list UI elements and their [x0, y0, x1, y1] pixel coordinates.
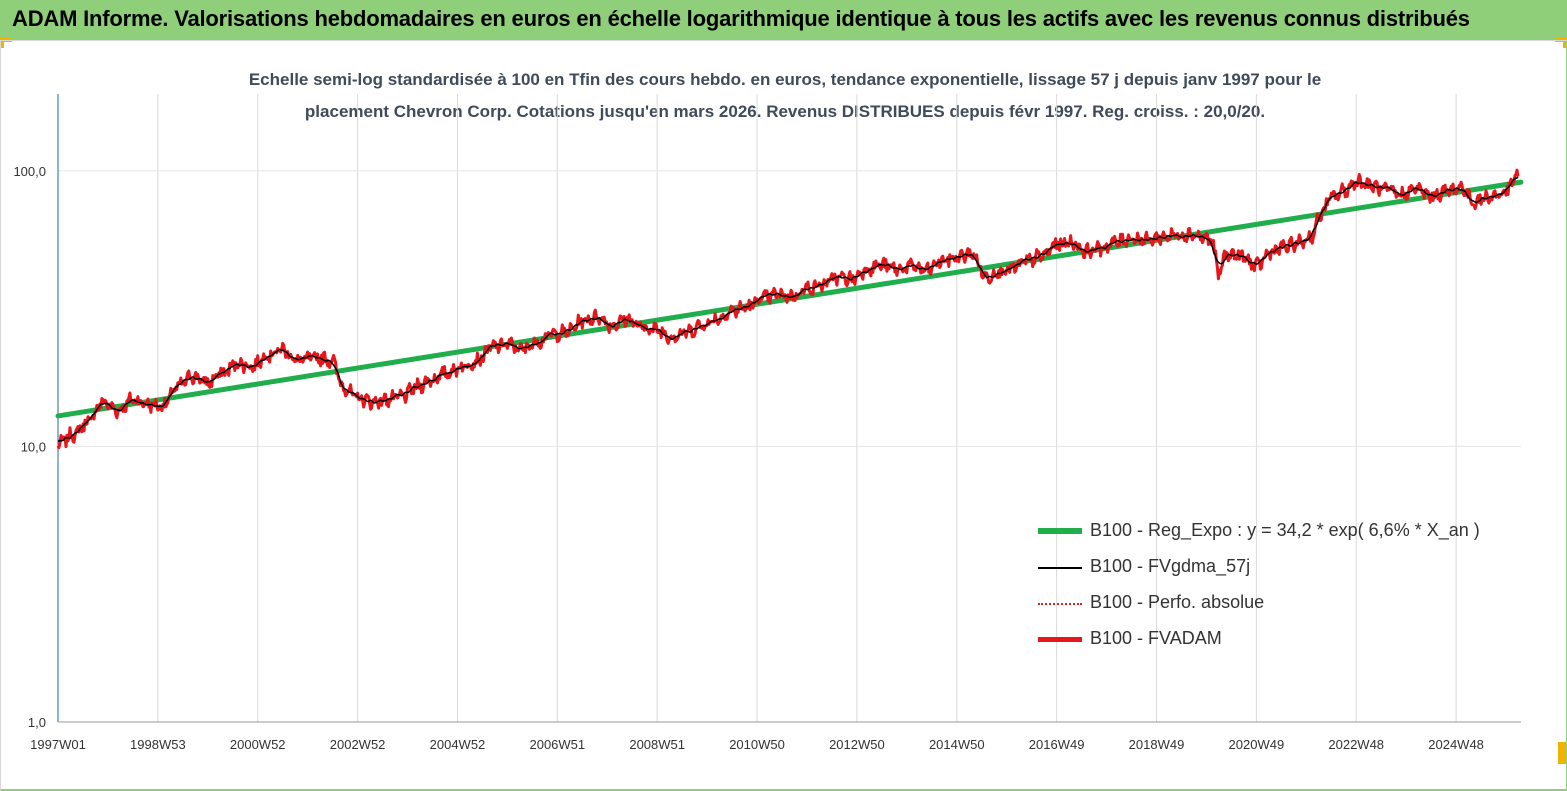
- legend-label-fvadam: B100 - FVADAM: [1090, 628, 1222, 648]
- x-tick-label: 2010W50: [729, 737, 785, 752]
- series-line-fvadam: [56, 168, 1520, 450]
- title-banner: ADAM Informe. Valorisations hebdomadaire…: [0, 0, 1567, 41]
- x-tick-label: 2008W51: [629, 737, 685, 752]
- x-tick-label: 2004W52: [430, 737, 486, 752]
- x-tick-label: 1997W01: [30, 737, 86, 752]
- x-tick-label: 2000W52: [230, 737, 286, 752]
- y-tick-label: 10,0: [21, 439, 46, 454]
- chart-subtitle: Echelle semi-log standardisée à 100 en T…: [150, 64, 1420, 128]
- legend-swatch-fvadam: [1038, 637, 1082, 642]
- y-tick-label: 1,0: [28, 715, 46, 730]
- axes: 1997W01 1998W53 2000W52 2002W52 2004W52 2006W…: [13, 94, 1521, 752]
- legend-label-smoothed: B100 - FVgdma_57j: [1090, 556, 1251, 576]
- x-tick-label: 2016W49: [1029, 737, 1085, 752]
- x-tick-label: 2018W49: [1129, 737, 1185, 752]
- x-tick-label: 2006W51: [529, 737, 585, 752]
- x-tick-label: 2020W49: [1229, 737, 1285, 752]
- corner-marker-top-right-side: [1563, 38, 1567, 48]
- series-line-smoothed: [57, 176, 1519, 443]
- x-tick-label: 2022W48: [1328, 737, 1384, 752]
- series-line-perfo: [57, 169, 1519, 450]
- x-tick-label: 2012W50: [829, 737, 885, 752]
- legend-swatch-perfo: [1038, 603, 1082, 605]
- chart-subtitle-line1: Echelle semi-log standardisée à 100 en T…: [248, 70, 1322, 89]
- corner-marker-bottom-right: [1558, 742, 1567, 764]
- corner-marker-top-left-side: [0, 38, 4, 48]
- gridlines: [58, 94, 1521, 723]
- x-tick-label: 2002W52: [330, 737, 386, 752]
- legend-swatch-smoothed: [1038, 567, 1082, 569]
- chart-subtitle-line2: placement Chevron Corp. Cotations jusqu'…: [304, 102, 1266, 121]
- x-tick-label: 2014W50: [929, 737, 985, 752]
- legend-label-trend: B100 - Reg_Expo : y = 34,2 * exp( 6,6% *…: [1090, 520, 1480, 540]
- x-tick-label: 2024W48: [1428, 737, 1484, 752]
- series-lines: [55, 168, 1524, 450]
- legend-swatch-trend: [1038, 528, 1082, 534]
- y-tick-label: 100,0: [13, 164, 46, 179]
- page-title: ADAM Informe. Valorisations hebdomadaire…: [12, 6, 1470, 31]
- x-tick-label: 1998W53: [130, 737, 186, 752]
- legend-label-perfo: B100 - Perfo. absolue: [1090, 592, 1265, 612]
